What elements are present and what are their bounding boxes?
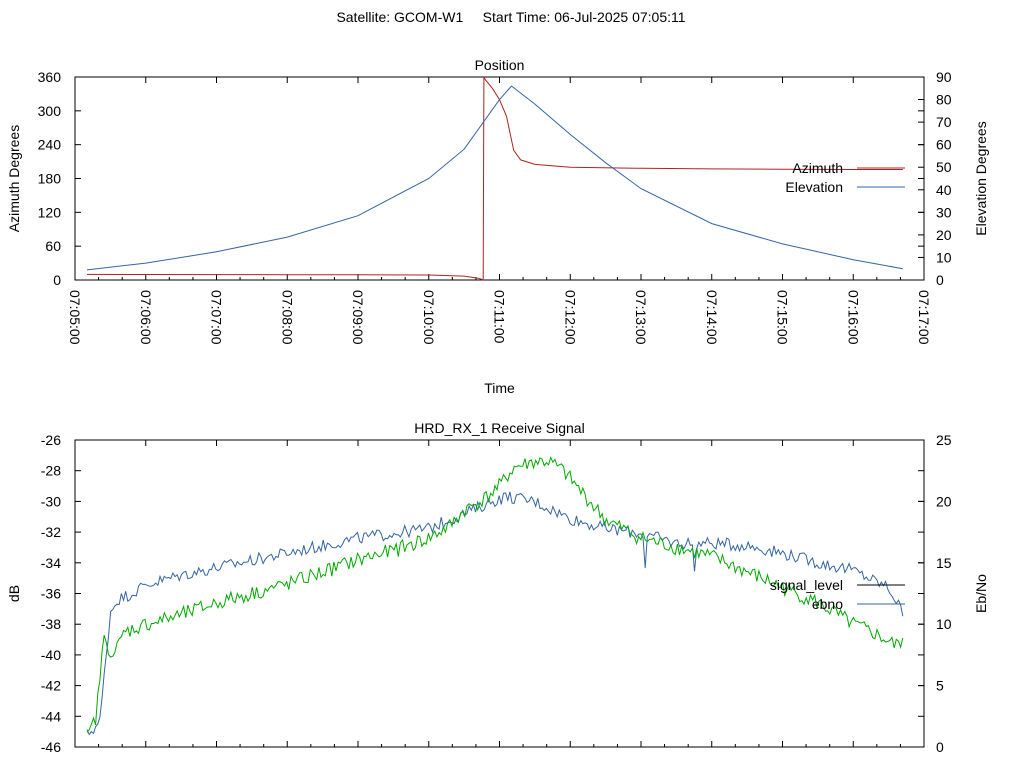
page-title: Satellite: GCOM-W1 Start Time: 06-Jul-20… [336, 9, 685, 25]
x-tick-label: 07:10:00 [421, 290, 437, 345]
y2-tick-label: 50 [936, 159, 952, 175]
y-tick-label: -40 [41, 647, 61, 663]
chart-title: Position [475, 57, 525, 73]
x-tick-label: 07:09:00 [350, 290, 366, 345]
x-tick-label: 07:05:00 [67, 290, 83, 345]
y2-tick-label: 40 [936, 182, 952, 198]
series-line-elevation [86, 85, 903, 271]
x-tick-label: 07:14:00 [704, 290, 720, 345]
y2-tick-label: 0 [936, 272, 944, 288]
y-axis-label: Azimuth Degrees [6, 125, 22, 232]
y2-tick-label: 80 [936, 92, 952, 108]
y2-tick-label: 10 [936, 616, 952, 632]
y2-tick-label: 5 [936, 678, 944, 694]
series-line-azimuth [86, 76, 903, 281]
receive-signal-chart: HRD_RX_1 Receive Signal -46 -44 -42 -40 -38 -3… [6, 420, 989, 755]
y2-tick-label: 25 [936, 432, 952, 448]
y-tick-label: 60 [45, 238, 61, 254]
y-tick-label: 120 [38, 204, 62, 220]
y-tick-label: 240 [38, 137, 62, 153]
y2-tick-label: 0 [936, 739, 944, 755]
y2-tick-label: 60 [936, 137, 952, 153]
y2-axis-label: Elevation Degrees [973, 121, 989, 235]
y-tick-label: 300 [38, 103, 62, 119]
y-axis-label: dB [6, 585, 22, 602]
legend-label: Azimuth [792, 160, 843, 176]
y2-tick-label: 70 [936, 114, 952, 130]
x-tick-label: 07:13:00 [633, 290, 649, 345]
y-tick-label: -46 [41, 739, 61, 755]
y-tick-label: -26 [41, 432, 61, 448]
y-tick-label: -36 [41, 586, 61, 602]
series-line-signal [86, 455, 904, 733]
y2-tick-label: 15 [936, 555, 952, 571]
y-tick-label: -34 [41, 555, 61, 571]
x-tick-label: 07:16:00 [845, 290, 861, 345]
x-tick-label: 07:17:00 [916, 290, 932, 345]
y-tick-label: 360 [38, 69, 62, 85]
x-tick-label: 07:15:00 [775, 290, 791, 345]
y-tick-label: -28 [41, 463, 61, 479]
y2-tick-label: 20 [936, 227, 952, 243]
y-tick-label: -32 [41, 524, 61, 540]
legend-label: Elevation [785, 179, 843, 195]
y2-tick-label: 90 [936, 69, 952, 85]
y2-axis-label: Eb/No [973, 574, 989, 613]
y2-tick-label: 20 [936, 493, 952, 509]
x-axis-label: Time [484, 380, 515, 396]
y-tick-label: -44 [41, 708, 61, 724]
x-tick-label: 07:08:00 [279, 290, 295, 345]
y-tick-label: -38 [41, 616, 61, 632]
position-chart: Position 0 60 120 180 240 300 360 0 10 20 30 40 50 60 7… [6, 57, 989, 396]
legend-label: signal_level [770, 577, 843, 593]
y-tick-label: 180 [38, 171, 62, 187]
y2-tick-label: 30 [936, 204, 952, 220]
x-tick-label: 07:07:00 [209, 290, 225, 345]
x-tick-label: 07:06:00 [138, 290, 154, 345]
legend-label: ebno [812, 596, 843, 612]
x-tick-label: 07:11:00 [492, 290, 508, 344]
series-line-ebno [86, 491, 904, 736]
x-tick-label: 07:12:00 [562, 290, 578, 345]
y2-tick-label: 10 [936, 249, 952, 265]
chart-title: HRD_RX_1 Receive Signal [414, 420, 584, 436]
y-tick-label: -30 [41, 493, 61, 509]
y-tick-label: -42 [41, 678, 61, 694]
y-tick-label: 0 [53, 272, 61, 288]
